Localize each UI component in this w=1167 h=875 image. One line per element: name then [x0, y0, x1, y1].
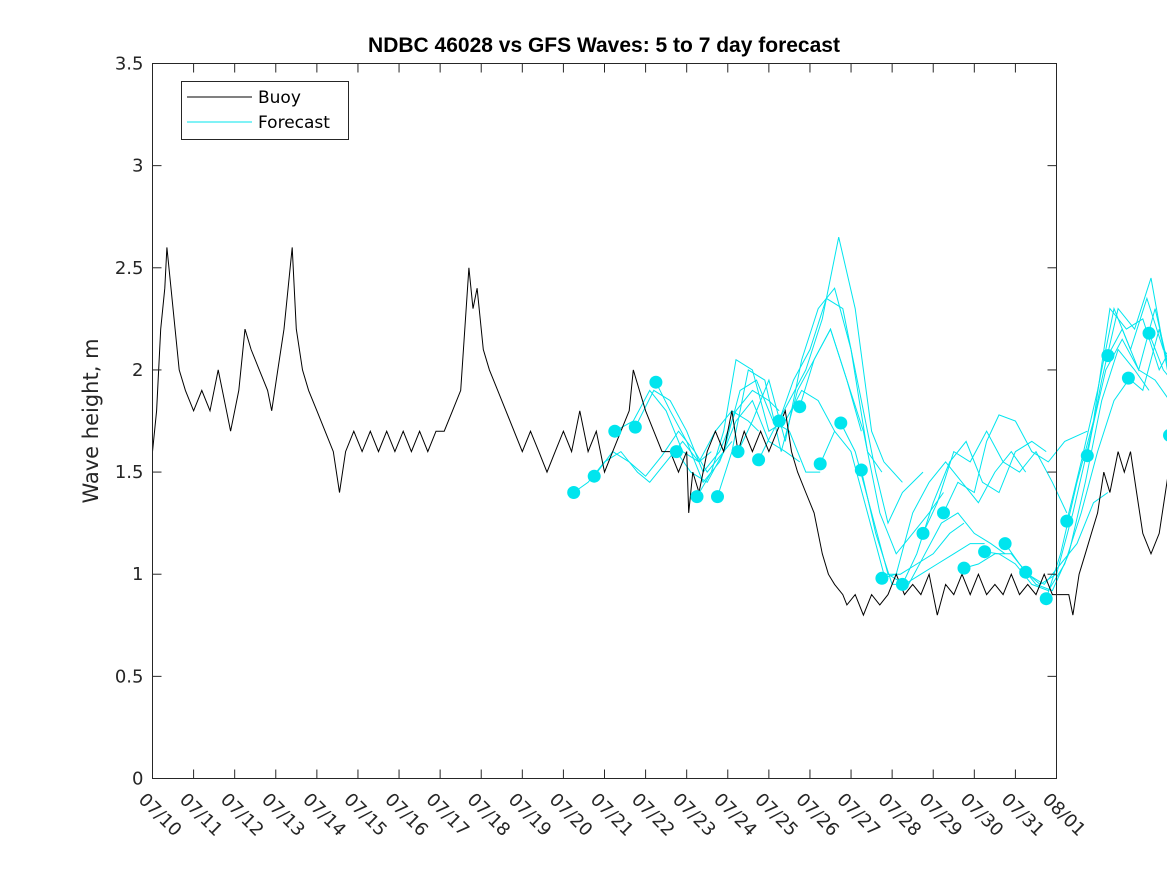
buoy-series — [152, 247, 1167, 617]
forecast-marker-1 — [587, 469, 601, 483]
forecast-line-13 — [840, 422, 985, 585]
legend: Buoy Forecast — [181, 81, 349, 140]
forecast-marker-17 — [916, 526, 930, 540]
forecast-marker-24 — [1060, 514, 1074, 528]
forecast-line-14 — [860, 469, 1006, 585]
forecast-marker-0 — [567, 486, 581, 499]
forecast-marker-7 — [711, 490, 724, 504]
forecast-marker-21 — [998, 537, 1012, 551]
legend-box — [181, 81, 349, 140]
ytick-label-6: 3 — [132, 156, 143, 177]
forecast-line-5 — [675, 379, 821, 484]
forecast-line-8 — [737, 287, 883, 473]
forecast-marker-10 — [772, 414, 786, 428]
forecast-marker-16 — [895, 577, 909, 591]
forecast-marker-28 — [1142, 326, 1156, 340]
forecast-marker-22 — [1019, 565, 1033, 579]
forecast-marker-25 — [1080, 449, 1094, 463]
forecast-line-1 — [593, 430, 733, 477]
forecast-marker-8 — [731, 445, 745, 459]
forecast-marker-14 — [854, 463, 868, 477]
forecast-marker-11 — [793, 400, 807, 414]
ytick-label-4: 2 — [132, 360, 143, 381]
forecast-line-4 — [655, 381, 800, 484]
forecast-marker-27 — [1121, 371, 1135, 385]
forecast-marker-12 — [813, 457, 827, 471]
y-axis-label: Wave height, m — [79, 338, 103, 503]
ytick-label-2: 1 — [132, 564, 143, 585]
forecast-line-17 — [922, 430, 1068, 534]
forecast-marker-6 — [690, 490, 704, 504]
forecast-marker-15 — [875, 571, 889, 585]
forecast-marker-29 — [1163, 429, 1167, 442]
y-axis-ticks: 0 0.5 1 1.5 2 2.5 3 3.5 — [115, 54, 1057, 790]
ytick-label-3: 1.5 — [115, 462, 144, 483]
legend-label-buoy: Buoy — [258, 88, 301, 108]
forecast-marker-26 — [1101, 349, 1115, 363]
plot-area — [152, 63, 1057, 779]
forecast-marker-9 — [752, 453, 766, 467]
forecast-marker-3 — [628, 420, 642, 434]
forecast-line-24 — [1066, 296, 1167, 522]
forecast-marker-4 — [649, 375, 663, 389]
forecast-marker-2 — [608, 424, 622, 438]
forecast-marker-5 — [669, 445, 683, 459]
ytick-label-5: 2.5 — [115, 258, 144, 279]
chart-title: NDBC 46028 vs GFS Waves: 5 to 7 day fore… — [368, 34, 840, 57]
forecast-markers — [567, 326, 1167, 606]
buoy-line — [152, 247, 1167, 617]
forecast-line-10 — [778, 297, 924, 525]
forecast-line-19 — [963, 492, 1109, 586]
ytick-label-1: 0.5 — [115, 666, 144, 687]
forecast-marker-20 — [978, 545, 992, 559]
forecast-line-26 — [1107, 308, 1167, 372]
forecast-line-11 — [799, 327, 944, 555]
forecast-marker-23 — [1039, 592, 1053, 606]
forecast-marker-18 — [937, 506, 950, 520]
ytick-label-0: 0 — [132, 769, 143, 790]
forecast-marker-13 — [834, 416, 848, 430]
forecast-marker-19 — [957, 561, 971, 575]
legend-label-forecast: Forecast — [258, 113, 330, 133]
forecast-line-12 — [819, 430, 965, 575]
forecast-line-27 — [1128, 328, 1167, 392]
ytick-label-7: 3.5 — [115, 54, 144, 75]
forecast-line-25 — [1086, 277, 1167, 456]
